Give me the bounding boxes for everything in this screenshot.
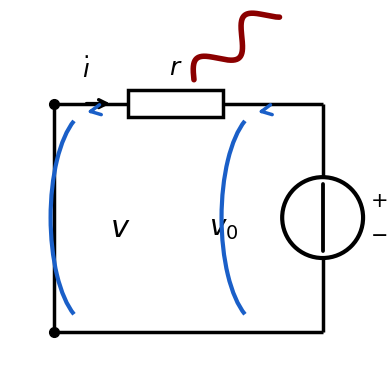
Text: $v_0$: $v_0$ (209, 215, 238, 242)
Bar (128, 90, 223, 117)
Circle shape (282, 177, 363, 258)
Text: $v$: $v$ (110, 213, 131, 244)
Text: $+$: $+$ (370, 192, 387, 211)
Text: $\dot{\imath}$: $\dot{\imath}$ (82, 58, 89, 83)
Text: $-$: $-$ (370, 225, 387, 244)
Text: $r$: $r$ (169, 57, 183, 80)
